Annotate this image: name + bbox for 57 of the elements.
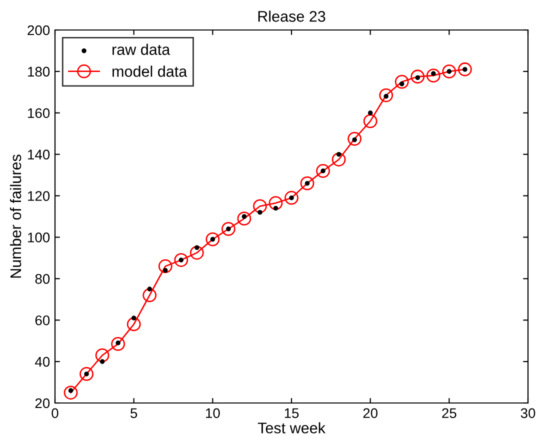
- point: [379, 88, 394, 102]
- point: [300, 176, 314, 190]
- point: [131, 316, 136, 320]
- point: [162, 268, 168, 273]
- y-tick-label: 120: [28, 191, 50, 201]
- point: [80, 367, 94, 381]
- point: [336, 152, 342, 157]
- point: [194, 245, 200, 250]
- y-tick-label: 80: [35, 274, 50, 284]
- point: [368, 110, 373, 116]
- x-axis-title: Test week: [258, 422, 326, 434]
- y-tick-label: 160: [28, 108, 50, 118]
- point: [147, 286, 152, 292]
- point: [111, 336, 126, 351]
- y-tick-label: 40: [35, 356, 50, 367]
- point: [237, 212, 252, 226]
- y-tick-label: 60: [35, 315, 50, 326]
- point: [258, 210, 262, 215]
- point: [206, 232, 220, 246]
- point: [174, 253, 188, 267]
- y-tick-label: 200: [28, 25, 50, 36]
- point: [253, 199, 267, 214]
- y-axis-title: Number of failures: [10, 154, 22, 278]
- y-tick-label: 140: [28, 150, 50, 160]
- point: [332, 152, 346, 166]
- x-tick-label: 15: [284, 408, 299, 418]
- x-tick-label: 30: [520, 408, 536, 418]
- y-tick-label: 100: [28, 232, 50, 242]
- point: [426, 68, 440, 83]
- point: [273, 206, 278, 211]
- point: [126, 317, 141, 332]
- x-tick-label: 0: [52, 408, 58, 418]
- point: [410, 70, 425, 84]
- y-tick-label: 20: [35, 398, 50, 408]
- chart-title: Rlease 23: [258, 10, 326, 22]
- point: [100, 359, 105, 364]
- point: [158, 259, 172, 274]
- x-tick-label: 20: [363, 408, 378, 418]
- x-tick-label: 5: [130, 408, 138, 418]
- point: [284, 190, 298, 205]
- point: [190, 246, 204, 260]
- point: [221, 222, 236, 236]
- y-tick-label: 180: [28, 66, 50, 77]
- point: [64, 386, 78, 400]
- point: [458, 62, 472, 76]
- point: [268, 196, 283, 210]
- legend-label: model data: [112, 66, 188, 77]
- point: [442, 64, 456, 78]
- point: [316, 164, 330, 178]
- legend-label: raw data: [112, 44, 170, 55]
- point: [394, 74, 409, 89]
- point: [363, 114, 378, 128]
- point: [348, 132, 362, 146]
- x-tick-label: 10: [206, 408, 220, 418]
- point: [95, 348, 110, 362]
- point: [142, 288, 157, 302]
- x-tick-label: 25: [442, 408, 456, 418]
